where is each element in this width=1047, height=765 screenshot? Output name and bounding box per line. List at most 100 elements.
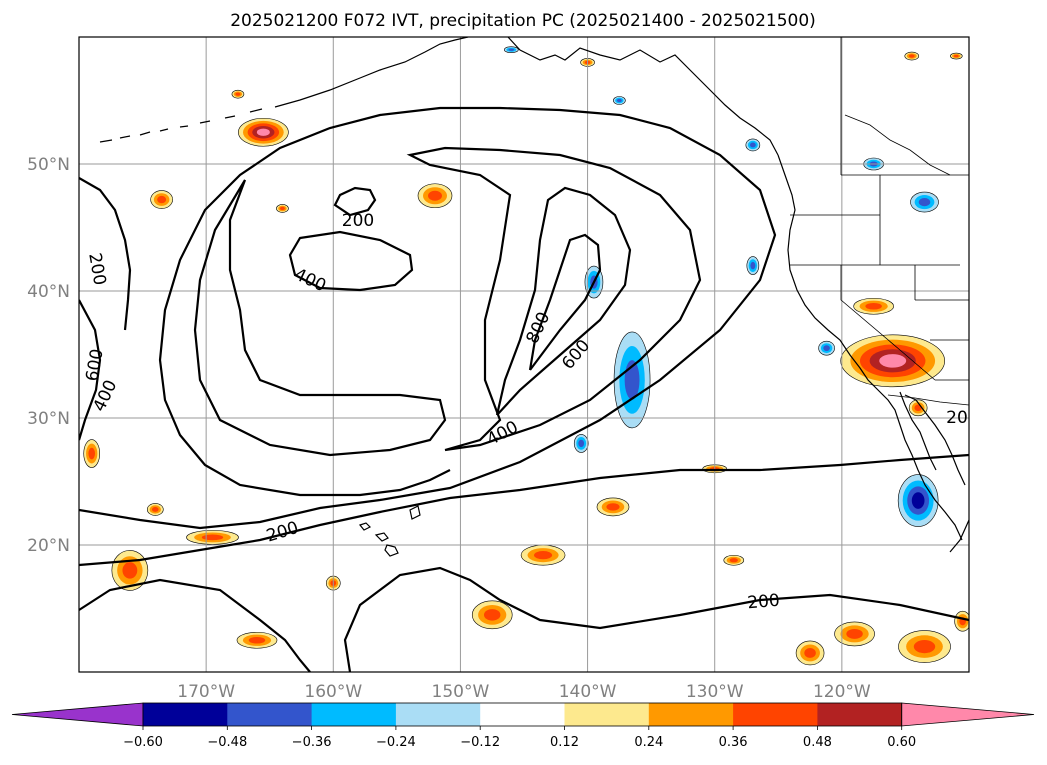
colorbar-segment (143, 703, 228, 726)
north-america-west-coast (777, 154, 963, 541)
precip-level (151, 506, 159, 512)
colorbar-segment (311, 703, 397, 726)
precip-level (279, 206, 285, 211)
precip-patch (745, 138, 761, 152)
precip-level (913, 640, 936, 654)
precip-level (122, 562, 138, 579)
map-frame (78, 36, 970, 673)
precip-level (749, 142, 756, 148)
precip-patch (898, 630, 951, 663)
precip-patch (910, 191, 939, 213)
precip-level (865, 302, 882, 310)
precip-level (428, 190, 442, 201)
contour-label-200-east: 200 (747, 591, 781, 614)
colorbar-segment (480, 703, 565, 726)
precip-patch (150, 190, 173, 209)
precip-level (846, 628, 863, 639)
colorbar-extend-max (901, 702, 1035, 727)
precip-level (508, 48, 515, 51)
colorbar: −0.60 −0.48 −0.36 −0.24 −0.12 0.12 0.24 0.36 0.4… (11, 702, 1035, 750)
precip-patch (746, 256, 760, 275)
precip-level (248, 636, 266, 644)
precip-patch (573, 434, 589, 453)
precip-level (879, 354, 907, 368)
precip-level (750, 261, 756, 270)
colorbar-tick-label: 0.48 (803, 735, 832, 750)
precip-patch (613, 331, 651, 429)
longitude-tick-label: 140°W (559, 682, 617, 702)
precip-patch (904, 51, 920, 61)
central-america-coast (949, 519, 969, 553)
state-borders (790, 175, 969, 381)
coastlines (99, 37, 969, 557)
ivt-contours (79, 106, 969, 672)
colorbar-ticks: −0.60 −0.48 −0.36 −0.24 −0.12 0.12 0.24 0.36 0.4… (123, 726, 916, 750)
precip-patch (949, 52, 963, 60)
precip-patch (503, 46, 519, 54)
colorbar-tick-label: 0.24 (634, 735, 663, 750)
longitude-tick-label: 120°W (813, 682, 871, 702)
precip-level (157, 195, 167, 204)
ivt-contour-800 (528, 233, 602, 371)
colorbar-tick-label: −0.24 (376, 735, 416, 750)
political-borders (790, 37, 969, 406)
colorbar-tick-label: −0.60 (123, 735, 163, 750)
precip-patch (236, 631, 278, 649)
precip-level (729, 558, 738, 563)
graticule (79, 37, 969, 672)
colorbar-tick-label: −0.48 (207, 735, 247, 750)
precip-patch (238, 117, 289, 147)
colorbar-segment (395, 703, 481, 726)
colorbar-segment (564, 703, 650, 726)
latitude-tick-label: 40°N (27, 282, 70, 302)
longitude-labels: 170°W 160°W 150°W 140°W 130°W 120°W (177, 682, 871, 702)
colorbar-segment (648, 703, 734, 726)
precip-patch (146, 503, 164, 516)
longitude-tick-label: 150°W (432, 682, 490, 702)
precip-level (804, 648, 816, 658)
latitude-tick-label: 30°N (27, 409, 70, 429)
ivt-contour-200-outer (79, 106, 777, 530)
precip-level (235, 92, 241, 96)
precip-patch (276, 204, 289, 213)
precip-patch (908, 399, 928, 417)
precip-level (483, 609, 501, 621)
precip-patch (186, 530, 239, 545)
precip-patch (723, 554, 745, 566)
alaska-coastline (274, 37, 779, 156)
colorbar-segments (11, 702, 1035, 727)
precip-level (908, 54, 915, 58)
precip-level (911, 492, 925, 509)
colorbar-extend-min (11, 702, 144, 727)
colorbar-segment (817, 703, 903, 726)
map-panel: 200 200 200 200 200 400 400 400 600 600 … (78, 36, 970, 673)
precip-patch (231, 89, 245, 99)
colorbar-tick-label: −0.12 (460, 735, 500, 750)
precip-level (534, 551, 553, 560)
colorbar-segment (733, 703, 818, 726)
precip-patch (520, 544, 566, 566)
latitude-tick-label: 20°N (27, 536, 70, 556)
precip-patch (83, 439, 101, 468)
colorbar-segment (227, 703, 313, 726)
longitude-tick-label: 170°W (177, 682, 235, 702)
precip-patch (795, 640, 825, 666)
precip-patch (818, 340, 835, 356)
colorbar-frame (142, 702, 903, 727)
latitude-labels: 20°N 30°N 40°N 50°N (27, 155, 70, 556)
contour-label-200: 200 (342, 211, 374, 231)
contour-label-20-edge: 20 (946, 408, 968, 428)
aleutian-islands (99, 108, 263, 143)
precip-patch (853, 297, 894, 315)
precip-patch (417, 183, 453, 209)
latitude-tick-label: 50°N (27, 155, 70, 175)
ivt-contour-200-south (79, 453, 969, 567)
precip-patch (596, 497, 630, 517)
ivt-contour-200-closed (333, 186, 377, 217)
mexico-border (887, 394, 969, 406)
ivt-contour-600 (495, 186, 632, 416)
precip-level (201, 534, 224, 541)
precip-level (953, 54, 959, 58)
precip-patch (613, 96, 626, 105)
